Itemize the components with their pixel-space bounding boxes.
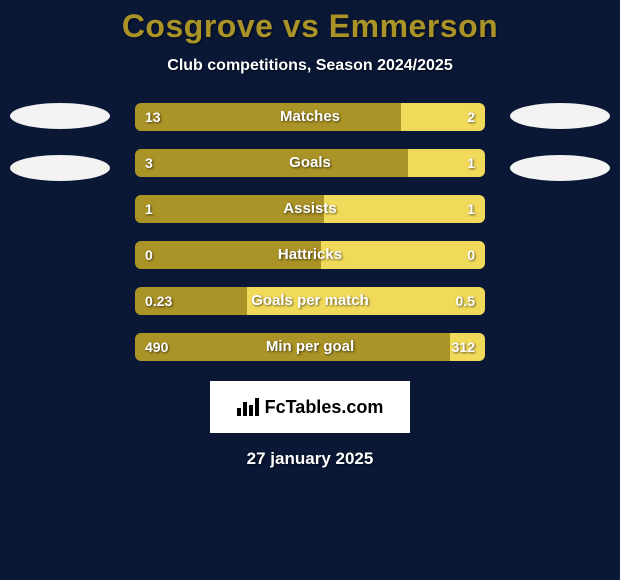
player2-avatar [510, 103, 610, 129]
source-logo: FcTables.com [210, 381, 410, 433]
subtitle: Club competitions, Season 2024/2025 [0, 57, 620, 75]
stat-bar: 132Matches [135, 103, 485, 131]
stat-bar: 11Assists [135, 195, 485, 223]
bar-value-left: 13 [135, 103, 171, 131]
bar-value-left: 490 [135, 333, 178, 361]
stat-bar: 31Goals [135, 149, 485, 177]
bar-value-left: 1 [135, 195, 163, 223]
bars-icon [237, 398, 259, 416]
stat-bar: 00Hattricks [135, 241, 485, 269]
bar-value-left: 0.23 [135, 287, 182, 315]
bar-left-fill [135, 149, 408, 177]
page-title: Cosgrove vs Emmerson [0, 0, 620, 45]
bar-value-right: 1 [457, 149, 485, 177]
bar-value-left: 0 [135, 241, 163, 269]
bar-left-fill [135, 103, 401, 131]
bar-left-fill [135, 241, 321, 269]
player1-avatar [10, 103, 110, 129]
stat-bar: 0.230.5Goals per match [135, 287, 485, 315]
avatar-column-left [10, 103, 110, 181]
player1-club-avatar [10, 155, 110, 181]
bar-left-fill [135, 195, 324, 223]
bar-value-right: 0 [457, 241, 485, 269]
stats-bars: 132Matches31Goals11Assists00Hattricks0.2… [135, 103, 485, 361]
bar-value-right: 312 [442, 333, 485, 361]
bar-value-right: 1 [457, 195, 485, 223]
vs-separator: vs [283, 8, 320, 44]
bar-left-fill [135, 333, 450, 361]
player2-name: Emmerson [329, 8, 498, 44]
bar-value-right: 0.5 [446, 287, 485, 315]
player2-club-avatar [510, 155, 610, 181]
stat-bar: 490312Min per goal [135, 333, 485, 361]
logo-text: FcTables.com [265, 397, 384, 418]
bar-value-left: 3 [135, 149, 163, 177]
bar-value-right: 2 [457, 103, 485, 131]
player1-name: Cosgrove [122, 8, 274, 44]
footer-date: 27 january 2025 [0, 449, 620, 469]
avatar-column-right [510, 103, 610, 181]
